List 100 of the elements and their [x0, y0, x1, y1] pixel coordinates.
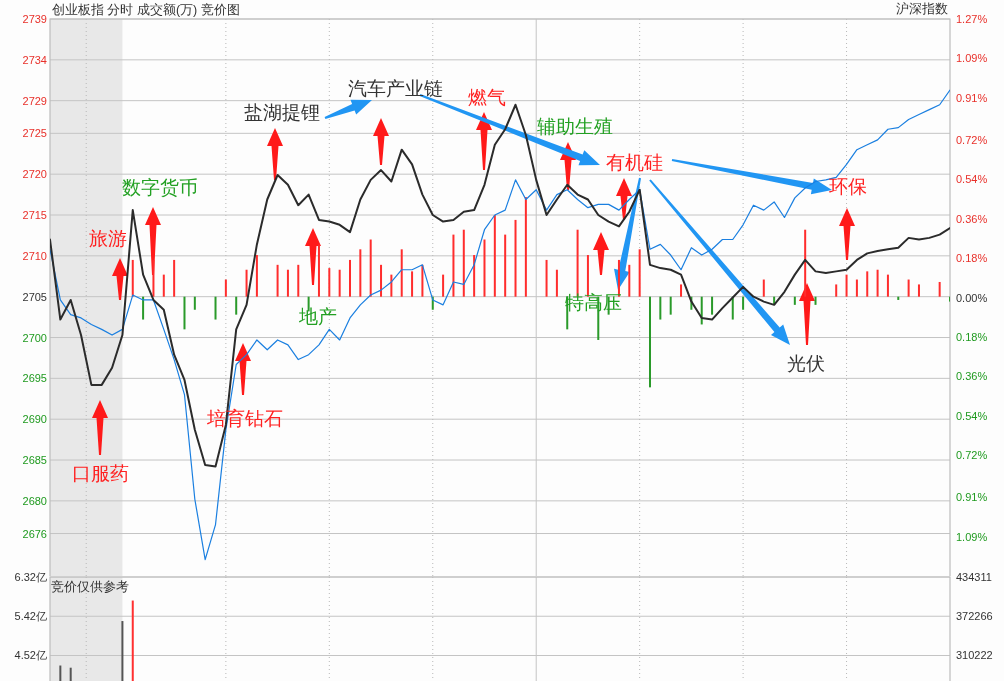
y-tick-label: 2680 — [22, 494, 47, 507]
y2-tick-label: 1.09% — [956, 530, 988, 543]
bar — [224, 279, 227, 297]
y2-tick-label: 0.91% — [956, 91, 988, 104]
bar — [411, 271, 414, 297]
bar — [711, 296, 714, 315]
annotation: 有机硅 — [605, 152, 663, 173]
annotation: 汽车产业链 — [347, 78, 443, 99]
bar — [638, 249, 641, 297]
bar — [845, 274, 848, 297]
annotation: 竞价仅供参考 — [51, 580, 129, 594]
bar — [524, 197, 527, 297]
text: 沪深指数 — [896, 1, 948, 16]
bar — [493, 215, 496, 297]
bar — [907, 279, 910, 297]
bar — [462, 229, 465, 297]
bar — [855, 279, 858, 297]
annotation: 数字货币 — [122, 177, 198, 198]
bar — [276, 264, 279, 297]
bar — [628, 264, 631, 297]
bar — [421, 264, 424, 297]
y2-tick-label: 372266 — [956, 610, 993, 623]
y-tick-label: 2720 — [22, 168, 47, 181]
bar — [173, 259, 176, 297]
y-tick-label: 6.32亿 — [14, 571, 47, 583]
bar — [504, 234, 507, 297]
y2-tick-label: 0.72% — [956, 449, 988, 462]
chart-title: 创业板指 分时 成交额(万) 竞价图 — [52, 2, 240, 17]
bar — [317, 244, 320, 297]
bar — [349, 259, 351, 297]
bar — [473, 255, 476, 297]
bar — [835, 284, 838, 297]
bar — [442, 274, 445, 297]
bar — [680, 284, 683, 297]
bar — [793, 296, 796, 305]
bar — [814, 296, 817, 305]
y2-tick-label: 0.54% — [956, 409, 988, 422]
annotation: 燃气 — [468, 87, 506, 108]
bar — [286, 269, 289, 297]
y-tick-label: 2695 — [22, 372, 47, 385]
y-tick-label: 5.42亿 — [14, 610, 47, 623]
bar — [328, 268, 331, 297]
bar — [297, 264, 300, 297]
bar — [545, 259, 548, 297]
bar — [183, 296, 186, 330]
bar — [804, 229, 807, 297]
bar — [762, 279, 765, 297]
bar — [731, 296, 734, 320]
y-tick-label: 2725 — [22, 127, 47, 140]
annotation: 环保 — [829, 176, 867, 197]
bar — [483, 239, 486, 297]
y2-tick-label: 1.27% — [956, 13, 988, 25]
bar — [742, 296, 745, 310]
y-tick-label: 2690 — [22, 413, 47, 426]
bar — [649, 296, 651, 388]
y2-tick-label: 0.00% — [956, 291, 988, 304]
bar — [659, 296, 662, 320]
y2-tick-label: 0.18% — [956, 330, 988, 343]
y2-tick-label: 0.54% — [956, 173, 988, 186]
y2-tick-label: 0.18% — [956, 252, 988, 265]
bar — [400, 249, 403, 297]
bar — [876, 269, 879, 297]
bar — [380, 264, 383, 297]
y2-tick-label: 0.91% — [956, 491, 988, 504]
bar — [359, 249, 362, 297]
annotation: 光伏 — [787, 353, 825, 374]
bar — [214, 296, 217, 320]
bar — [514, 219, 517, 297]
y2-tick-label: 310222 — [956, 649, 993, 662]
y2-tick-label: 1.09% — [956, 52, 988, 65]
bar — [866, 271, 869, 297]
y-tick-label: 2739 — [22, 13, 47, 25]
bar — [193, 296, 196, 310]
y2-tick-label: 0.36% — [956, 370, 988, 383]
y-tick-label: 2734 — [22, 53, 47, 66]
bar — [390, 274, 393, 297]
bar — [452, 234, 455, 297]
annotation: 盐湖提锂 — [244, 102, 320, 123]
bar — [142, 296, 145, 320]
y2-tick-label: 0.72% — [956, 133, 988, 146]
y-tick-label: 2729 — [22, 94, 47, 107]
y-tick-label: 2705 — [22, 290, 47, 303]
annotation: 地产 — [298, 306, 337, 327]
bar — [369, 239, 372, 297]
y-tick-label: 2710 — [22, 249, 47, 262]
bar — [886, 274, 889, 297]
bar — [917, 284, 920, 297]
y2-tick-label: 0.36% — [956, 212, 988, 225]
bar — [938, 281, 941, 297]
y-tick-label: 2685 — [22, 454, 47, 467]
annotation: 辅助生殖 — [537, 116, 613, 137]
bar — [245, 269, 248, 297]
y-tick-label: 4.52亿 — [14, 649, 47, 662]
bar — [555, 269, 558, 297]
bar — [235, 296, 238, 315]
y-tick-label: 2676 — [22, 527, 47, 540]
y-tick-label: 2700 — [22, 331, 47, 344]
y-tick-label: 2715 — [22, 209, 47, 222]
bar — [131, 259, 134, 297]
bar — [669, 296, 672, 315]
